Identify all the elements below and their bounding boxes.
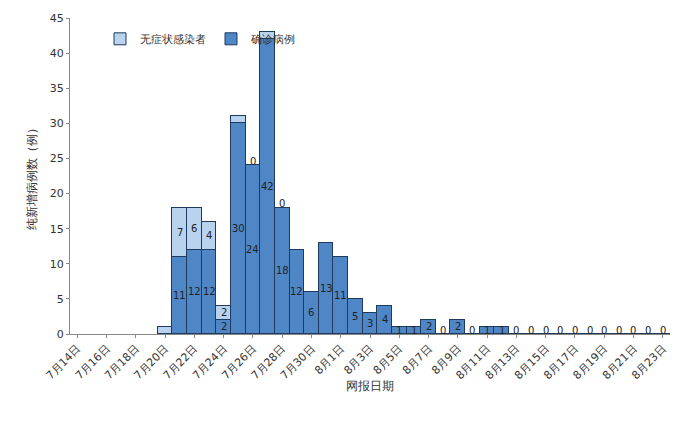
svg-text:25: 25 bbox=[50, 152, 64, 165]
svg-text:20: 20 bbox=[50, 187, 64, 200]
svg-text:35: 35 bbox=[50, 82, 64, 95]
svg-text:6: 6 bbox=[308, 307, 314, 318]
svg-text:24: 24 bbox=[246, 244, 259, 255]
svg-text:纯新增病例数（例）: 纯新增病例数（例） bbox=[25, 122, 39, 230]
svg-text:30: 30 bbox=[50, 117, 64, 130]
svg-text:8月23日: 8月23日 bbox=[629, 343, 669, 383]
svg-text:8月3日: 8月3日 bbox=[341, 343, 376, 378]
svg-text:12: 12 bbox=[203, 286, 216, 297]
svg-text:7月14日: 7月14日 bbox=[44, 343, 84, 383]
svg-text:2: 2 bbox=[221, 307, 227, 318]
svg-text:42: 42 bbox=[261, 181, 274, 192]
svg-text:0: 0 bbox=[616, 325, 622, 336]
svg-text:7: 7 bbox=[177, 227, 183, 238]
svg-text:0: 0 bbox=[587, 325, 593, 336]
svg-text:0: 0 bbox=[601, 325, 607, 336]
svg-text:8月9日: 8月9日 bbox=[429, 343, 464, 378]
svg-text:4: 4 bbox=[382, 314, 388, 325]
svg-text:12: 12 bbox=[188, 286, 201, 297]
svg-text:0: 0 bbox=[528, 325, 534, 336]
svg-text:8月11日: 8月11日 bbox=[453, 343, 493, 383]
svg-text:1: 1 bbox=[396, 325, 402, 336]
svg-text:0: 0 bbox=[57, 328, 64, 341]
svg-text:1: 1 bbox=[499, 325, 505, 336]
svg-text:7月24日: 7月24日 bbox=[190, 343, 230, 383]
svg-text:7月22日: 7月22日 bbox=[161, 343, 201, 383]
svg-text:网报日期: 网报日期 bbox=[346, 379, 394, 393]
svg-text:18: 18 bbox=[276, 265, 289, 276]
svg-text:7月28日: 7月28日 bbox=[249, 343, 289, 383]
svg-text:7月16日: 7月16日 bbox=[73, 343, 113, 383]
svg-text:13: 13 bbox=[320, 283, 333, 294]
svg-text:11: 11 bbox=[173, 290, 186, 301]
svg-text:7月18日: 7月18日 bbox=[102, 343, 142, 383]
svg-text:8月21日: 8月21日 bbox=[600, 343, 640, 383]
svg-text:0: 0 bbox=[572, 325, 578, 336]
svg-text:0: 0 bbox=[440, 325, 446, 336]
svg-text:8月5日: 8月5日 bbox=[371, 343, 406, 378]
svg-text:0: 0 bbox=[645, 325, 651, 336]
svg-text:10: 10 bbox=[50, 258, 64, 271]
svg-text:0: 0 bbox=[250, 156, 256, 167]
svg-text:0: 0 bbox=[660, 325, 666, 336]
svg-text:无症状感染者: 无症状感染者 bbox=[140, 33, 206, 46]
svg-text:2: 2 bbox=[221, 321, 227, 332]
svg-text:8月15日: 8月15日 bbox=[512, 343, 552, 383]
svg-text:1: 1 bbox=[411, 325, 417, 336]
svg-text:2: 2 bbox=[426, 321, 432, 332]
svg-text:7月30日: 7月30日 bbox=[278, 343, 318, 383]
svg-text:0: 0 bbox=[469, 325, 475, 336]
svg-text:40: 40 bbox=[50, 47, 64, 60]
svg-text:确诊病例: 确诊病例 bbox=[250, 33, 295, 46]
svg-text:8月13日: 8月13日 bbox=[483, 343, 523, 383]
svg-text:11: 11 bbox=[334, 290, 347, 301]
svg-text:5: 5 bbox=[352, 311, 358, 322]
svg-text:8月17日: 8月17日 bbox=[541, 343, 581, 383]
svg-text:30: 30 bbox=[232, 223, 245, 234]
svg-text:45: 45 bbox=[50, 12, 64, 25]
svg-text:15: 15 bbox=[50, 223, 64, 236]
svg-text:0: 0 bbox=[513, 325, 519, 336]
svg-text:8月19日: 8月19日 bbox=[571, 343, 611, 383]
svg-text:2: 2 bbox=[455, 321, 461, 332]
svg-text:7月26日: 7月26日 bbox=[219, 343, 259, 383]
svg-text:12: 12 bbox=[290, 286, 303, 297]
svg-text:6: 6 bbox=[191, 223, 197, 234]
svg-text:0: 0 bbox=[557, 325, 563, 336]
svg-text:8月7日: 8月7日 bbox=[400, 343, 435, 378]
svg-text:0: 0 bbox=[543, 325, 549, 336]
svg-text:4: 4 bbox=[206, 230, 212, 241]
svg-text:0: 0 bbox=[279, 198, 285, 209]
svg-text:8月1日: 8月1日 bbox=[312, 343, 347, 378]
svg-text:7月20日: 7月20日 bbox=[132, 343, 172, 383]
svg-text:0: 0 bbox=[630, 325, 636, 336]
svg-text:5: 5 bbox=[57, 293, 64, 306]
svg-text:1: 1 bbox=[484, 325, 490, 336]
svg-text:3: 3 bbox=[367, 318, 373, 329]
